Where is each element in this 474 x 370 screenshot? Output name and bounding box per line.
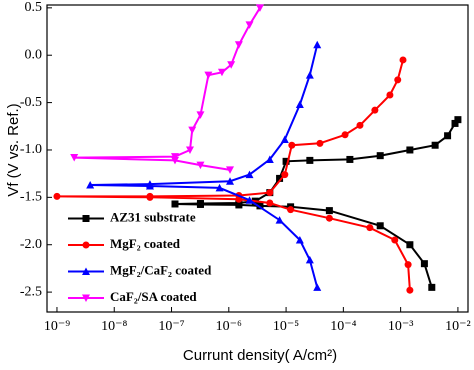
x-tick-label: 10⁻⁷	[158, 319, 184, 334]
data-point	[86, 181, 95, 189]
y-tick-label: -2.0	[20, 237, 42, 252]
data-point	[454, 116, 462, 124]
data-point	[346, 155, 354, 163]
data-point	[276, 174, 284, 182]
data-point	[305, 71, 314, 79]
data-point	[295, 235, 304, 244]
data-point	[170, 156, 179, 165]
data-point	[356, 121, 364, 129]
data-point	[245, 196, 254, 204]
y-tick-label: -2.5	[20, 284, 42, 299]
legend-marker	[82, 241, 90, 249]
data-point	[313, 283, 322, 291]
y-tick-label: 0.0	[25, 47, 43, 62]
legend-label: CaF₂/SA coated	[110, 289, 197, 304]
data-point	[146, 192, 154, 200]
data-point	[305, 255, 314, 264]
data-point	[227, 61, 236, 69]
data-point	[265, 155, 274, 163]
data-point	[256, 202, 264, 210]
data-point	[376, 222, 384, 230]
y-tick-label: 0.5	[25, 0, 43, 15]
legend-marker	[82, 215, 90, 222]
data-point	[235, 199, 243, 207]
legend-label: AZ31 substrate	[110, 209, 196, 224]
data-point	[196, 161, 205, 170]
legend-label: MgF₂/CaF₂ coated	[110, 262, 212, 277]
data-point	[399, 56, 407, 64]
series-line	[90, 44, 319, 288]
data-point	[451, 119, 459, 127]
data-point	[366, 224, 374, 232]
data-point	[376, 152, 384, 160]
data-point	[266, 199, 274, 207]
data-point	[386, 91, 394, 99]
data-point	[325, 214, 333, 222]
legend-marker	[82, 267, 90, 275]
data-point	[145, 180, 154, 188]
data-point	[316, 139, 324, 147]
data-point	[391, 236, 399, 244]
x-tick-label: 10⁻⁸	[101, 319, 127, 334]
series-line	[174, 119, 459, 288]
data-point	[280, 135, 289, 144]
data-point	[404, 261, 412, 269]
data-point	[245, 170, 254, 179]
x-tick-label: 10⁻⁴	[330, 319, 356, 334]
data-point	[282, 157, 290, 165]
y-tick-label: -1.5	[20, 190, 42, 205]
legend-marker	[82, 294, 90, 302]
data-point	[53, 192, 61, 200]
data-point	[215, 183, 224, 192]
data-point	[394, 76, 402, 84]
data-point	[188, 126, 197, 135]
data-point	[428, 283, 436, 291]
data-point	[371, 106, 379, 114]
data-point	[444, 132, 452, 140]
series-line	[74, 7, 261, 171]
data-point	[281, 171, 289, 179]
data-point	[196, 111, 205, 119]
data-point	[306, 156, 314, 164]
data-point	[245, 21, 254, 29]
data-point	[288, 141, 296, 149]
data-point	[266, 189, 274, 197]
x-axis-label: Currunt density( A/cm²)	[183, 347, 337, 364]
x-tick-label: 10⁻²	[445, 319, 471, 334]
data-point	[170, 153, 179, 161]
x-tick-label: 10⁻⁶	[216, 319, 242, 334]
data-point	[275, 216, 284, 224]
x-tick-label: 10⁻⁹	[44, 319, 70, 334]
data-point	[431, 141, 439, 149]
data-point	[325, 207, 333, 215]
legend-label: MgF₂ coated	[110, 236, 181, 251]
data-point	[255, 4, 264, 12]
data-point	[171, 200, 179, 208]
data-point	[217, 68, 226, 77]
data-point	[341, 131, 349, 139]
data-point	[185, 146, 194, 154]
y-tick-label: -0.5	[20, 95, 42, 110]
data-point	[406, 241, 414, 249]
data-point	[406, 146, 414, 154]
data-point	[70, 154, 79, 162]
x-tick-label: 10⁻³	[388, 319, 414, 334]
x-tick-label: 10⁻⁵	[273, 319, 299, 334]
data-point	[313, 40, 322, 49]
data-point	[234, 41, 243, 49]
data-point	[226, 166, 235, 174]
data-point	[287, 206, 295, 214]
y-tick-label: -1.0	[20, 142, 42, 157]
data-point	[295, 100, 304, 108]
data-point	[420, 260, 428, 268]
data-point	[406, 286, 414, 294]
series-line	[56, 59, 411, 291]
data-point	[204, 71, 213, 80]
data-point	[196, 200, 204, 208]
data-point	[226, 177, 235, 185]
y-axis-label: Vf (V vs. Ref.)	[5, 103, 22, 196]
